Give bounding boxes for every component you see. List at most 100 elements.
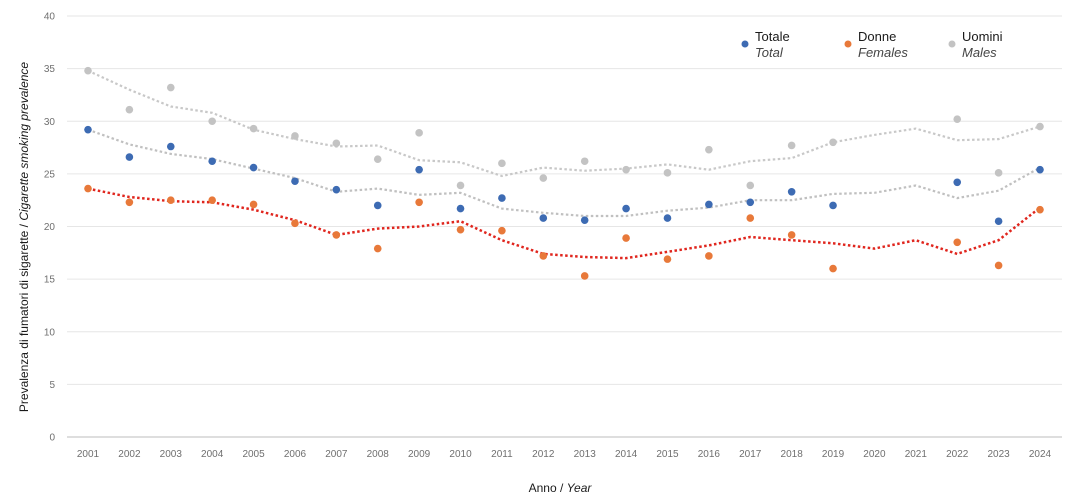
point-totale [332,185,341,194]
point-donne [373,244,382,253]
y-tick-label: 15 [44,275,56,286]
point-totale [373,201,382,210]
x-tick-label: 2002 [118,449,141,460]
point-uomini [953,115,962,123]
point-donne [622,234,630,242]
point-totale [166,142,175,151]
point-uomini [829,138,837,147]
legend: Totale Total Donne Females Uomini Males [741,29,1003,60]
point-totale [291,177,299,186]
point-donne [1036,205,1044,214]
point-totale [663,214,672,222]
point-donne [498,226,506,235]
point-uomini [166,83,175,92]
x-axis-ticks: 2001 2002 2003 2004 2005 2006 2007 2008 2009 2010… [77,449,1052,460]
x-tick-label: 2005 [242,449,265,460]
point-uomini [1036,122,1044,131]
legend-label-males: Males [962,45,997,60]
x-tick-label: 2007 [325,449,348,460]
point-totale [84,125,92,134]
point-uomini [746,181,755,190]
y-tick-label: 0 [49,433,55,444]
x-tick-label: 2012 [532,449,555,460]
x-axis-title: Anno / Year [529,481,593,495]
point-uomini [332,139,341,148]
data-points [84,66,1044,280]
x-tick-label: 2022 [946,449,969,460]
x-tick-label: 2003 [160,449,183,460]
point-uomini [663,169,672,177]
x-tick-label: 2008 [367,449,390,460]
y-tick-label: 30 [44,117,56,128]
legend-marker-donne [844,40,852,48]
point-uomini [787,141,796,150]
y-tick-label: 25 [44,169,56,180]
trend-line-donne [87,187,1041,260]
point-uomini [249,124,258,133]
y-tick-label: 5 [49,380,55,391]
x-tick-label: 2004 [201,449,224,460]
x-tick-label: 2015 [656,449,679,460]
point-donne [456,225,465,234]
legend-label-totale: Totale [755,29,790,44]
point-donne [539,252,548,260]
trend-lines [87,69,1041,260]
point-donne [125,198,134,207]
point-donne [994,261,1003,270]
point-donne [166,196,175,204]
point-uomini [125,105,134,114]
trend-line-totale [87,128,1041,218]
point-uomini [705,145,713,154]
point-donne [746,214,755,222]
point-totale [456,204,465,213]
x-tick-label: 2009 [408,449,431,460]
point-uomini [415,129,423,137]
point-totale [415,165,423,174]
point-donne [415,198,423,207]
y-tick-label: 35 [44,64,56,75]
point-totale [539,214,548,222]
legend-label-females: Females [858,45,908,60]
point-totale [249,163,258,172]
legend-marker-totale [741,40,749,48]
x-tick-label: 2001 [77,449,100,460]
x-tick-label: 2016 [698,449,721,460]
point-totale [994,217,1003,226]
point-uomini [208,117,216,126]
x-tick-label: 2021 [905,449,928,460]
point-donne [663,255,672,263]
point-totale [829,201,837,210]
point-uomini [622,165,630,174]
y-tick-label: 20 [44,222,56,233]
x-tick-label: 2019 [822,449,845,460]
point-totale [787,187,796,196]
point-totale [622,204,630,213]
y-tick-label: 10 [44,327,56,338]
point-uomini [539,174,548,182]
point-totale [1036,165,1044,174]
legend-item-uomini: Uomini Males [948,29,1003,60]
point-donne [84,184,92,193]
point-uomini [498,159,506,168]
point-uomini [456,181,465,190]
point-donne [787,231,796,239]
y-tick-label: 40 [44,12,56,23]
trend-line-uomini [87,69,1041,178]
legend-label-donne: Donne [858,29,896,44]
point-uomini [994,169,1003,177]
x-tick-label: 2018 [781,449,804,460]
point-donne [208,196,216,204]
x-tick-label: 2006 [284,449,307,460]
legend-item-totale: Totale Total [741,29,790,60]
point-uomini [84,66,92,75]
x-tick-label: 2024 [1029,449,1052,460]
point-donne [291,219,299,228]
x-tick-label: 2011 [491,449,513,460]
point-donne [705,252,713,260]
point-donne [580,272,589,280]
point-totale [705,200,713,209]
legend-label-total: Total [755,45,784,60]
point-donne [332,231,341,239]
point-uomini [373,155,382,163]
point-totale [208,157,216,166]
